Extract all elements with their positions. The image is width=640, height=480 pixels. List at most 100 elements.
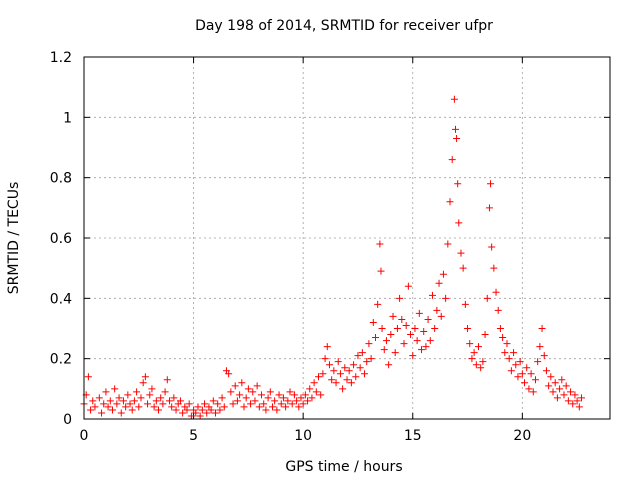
data-point-marker <box>161 388 169 396</box>
data-point-marker <box>477 364 485 372</box>
data-point-marker <box>503 340 511 348</box>
data-point-marker <box>437 312 445 320</box>
data-point-marker <box>525 385 533 393</box>
data-point-marker <box>549 388 557 396</box>
data-point-marker <box>413 337 421 345</box>
axis-ticks <box>83 56 610 420</box>
data-point-marker <box>304 397 312 405</box>
data-point-marker <box>229 400 237 408</box>
data-point-marker <box>98 409 106 417</box>
data-point-marker <box>260 400 268 408</box>
y-tick-label: 0.4 <box>50 291 72 307</box>
data-point-marker <box>382 337 390 345</box>
data-point-marker <box>159 400 167 408</box>
data-point-marker <box>531 376 539 384</box>
y-tick-labels: 0 0.2 0.4 0.6 0.8 1 1.2 <box>50 50 72 428</box>
data-point-marker <box>514 373 522 381</box>
y-axis-label: SRMTID / TECUs <box>6 182 22 295</box>
data-point-marker <box>258 391 266 399</box>
data-point-marker <box>433 306 441 314</box>
data-point-marker <box>352 373 360 381</box>
data-point-marker <box>336 370 344 378</box>
data-point-marker <box>165 397 173 405</box>
data-point-marker <box>450 95 458 103</box>
x-tick-labels: 0 5 10 15 20 <box>80 428 532 444</box>
data-point-marker <box>148 385 156 393</box>
data-point-marker <box>306 385 314 393</box>
data-point-marker <box>124 391 132 399</box>
data-point-marker <box>308 394 316 402</box>
data-point-marker <box>330 367 338 375</box>
data-point-marker <box>179 409 187 417</box>
data-point-marker <box>290 391 298 399</box>
x-tick-label: 10 <box>294 428 312 444</box>
data-point-marker <box>284 397 292 405</box>
data-point-marker <box>187 412 195 420</box>
data-point-marker <box>295 403 303 411</box>
y-tick-label: 1.2 <box>50 50 72 66</box>
data-point-marker <box>494 306 502 314</box>
data-point-marker <box>89 397 97 405</box>
data-point-marker <box>538 325 546 332</box>
data-point-marker <box>128 406 136 414</box>
data-point-marker <box>558 376 566 384</box>
data-point-marker <box>108 406 116 414</box>
data-point-marker <box>350 361 358 369</box>
data-point-marker <box>529 388 537 396</box>
data-point-marker <box>137 394 145 402</box>
data-point-marker <box>297 394 305 402</box>
data-point-marker <box>170 394 178 402</box>
data-point-marker <box>227 388 235 396</box>
data-point-marker <box>487 180 495 188</box>
data-point-marker <box>347 379 355 387</box>
data-point-marker <box>424 315 432 323</box>
data-point-marker <box>507 367 515 375</box>
data-point-marker <box>439 270 447 278</box>
data-point-marker <box>95 394 103 402</box>
x-axis-label: GPS time / hours <box>285 459 402 475</box>
data-point-marker <box>266 388 274 396</box>
data-point-marker <box>367 355 375 363</box>
data-point-marker <box>117 409 125 417</box>
y-tick-label: 0.2 <box>50 352 72 368</box>
data-point-marker <box>534 358 542 366</box>
data-point-marker <box>214 400 222 408</box>
data-point-marker <box>332 379 340 387</box>
data-point-marker <box>312 388 320 396</box>
data-point-marker <box>323 343 331 351</box>
data-point-marker <box>560 391 568 399</box>
data-point-marker <box>236 391 244 399</box>
data-point-marker <box>516 358 524 366</box>
data-point-marker <box>464 325 472 332</box>
data-point-marker <box>479 358 487 366</box>
data-point-marker <box>176 397 184 405</box>
data-point-marker <box>253 382 261 390</box>
data-point-marker <box>376 240 384 248</box>
data-point-marker <box>194 403 202 411</box>
data-point-marker <box>282 403 290 411</box>
data-point-marker <box>216 406 224 414</box>
data-point-marker <box>448 156 456 164</box>
data-point-marker <box>152 397 160 405</box>
data-point-marker <box>317 391 325 399</box>
data-point-marker <box>361 370 369 378</box>
data-point-marker <box>428 291 436 299</box>
data-point-marker <box>400 340 408 348</box>
data-point-marker <box>567 388 575 396</box>
data-point-marker <box>271 397 279 405</box>
data-point-marker <box>490 264 498 272</box>
data-point-marker <box>404 282 412 290</box>
data-point-marker <box>398 315 406 323</box>
data-point-marker <box>505 355 513 363</box>
data-point-marker <box>225 370 233 378</box>
data-point-marker <box>453 134 461 142</box>
data-point-marker <box>146 391 154 399</box>
data-point-marker <box>492 288 500 296</box>
data-point-marker <box>321 355 329 363</box>
chart-title: Day 198 of 2014, SRMTID for receiver ufp… <box>195 18 493 34</box>
data-point-marker <box>457 249 465 257</box>
data-point-marker <box>113 400 121 408</box>
data-point-marker <box>339 385 347 393</box>
data-point-marker <box>247 400 255 408</box>
data-point-marker <box>444 240 452 248</box>
